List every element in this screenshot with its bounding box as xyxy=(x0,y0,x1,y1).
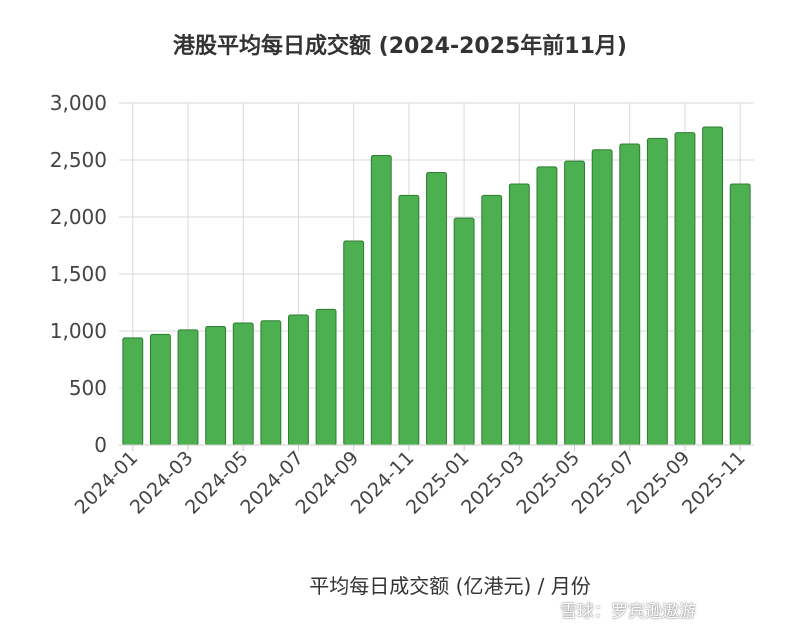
bar xyxy=(288,314,309,446)
bar xyxy=(619,143,641,446)
y-tick-label: 2,000 xyxy=(50,205,107,229)
bar xyxy=(398,194,420,446)
bar xyxy=(205,325,227,446)
y-tick-label: 500 xyxy=(69,376,107,400)
y-tick-label: 3,000 xyxy=(50,91,107,115)
y-tick-label: 0 xyxy=(94,433,107,457)
bar xyxy=(481,194,503,446)
bar xyxy=(646,137,668,446)
bar xyxy=(426,172,447,446)
bar xyxy=(177,329,199,446)
bar xyxy=(564,160,585,446)
bar xyxy=(315,308,337,446)
bar xyxy=(343,240,365,446)
bar xyxy=(591,149,613,446)
bar xyxy=(536,166,558,446)
chart-title: 港股平均每日成交额 (2024-2025年前11月) xyxy=(173,34,627,59)
y-tick-label: 1,500 xyxy=(50,262,107,286)
bar xyxy=(232,322,254,446)
y-tick-label: 2,500 xyxy=(50,148,107,172)
watermark: 雪球：罗宾逊遨游 xyxy=(560,602,696,622)
bar xyxy=(702,126,724,446)
bar xyxy=(370,154,392,446)
bar xyxy=(149,333,171,446)
bar xyxy=(453,217,475,446)
bar xyxy=(729,183,751,446)
y-tick-label: 1,000 xyxy=(50,319,107,343)
bar xyxy=(122,337,144,446)
x-axis-title: 平均每日成交额 (亿港元) / 月份 xyxy=(309,574,591,598)
bar xyxy=(508,183,530,446)
bar xyxy=(674,132,696,446)
bar xyxy=(260,320,282,446)
